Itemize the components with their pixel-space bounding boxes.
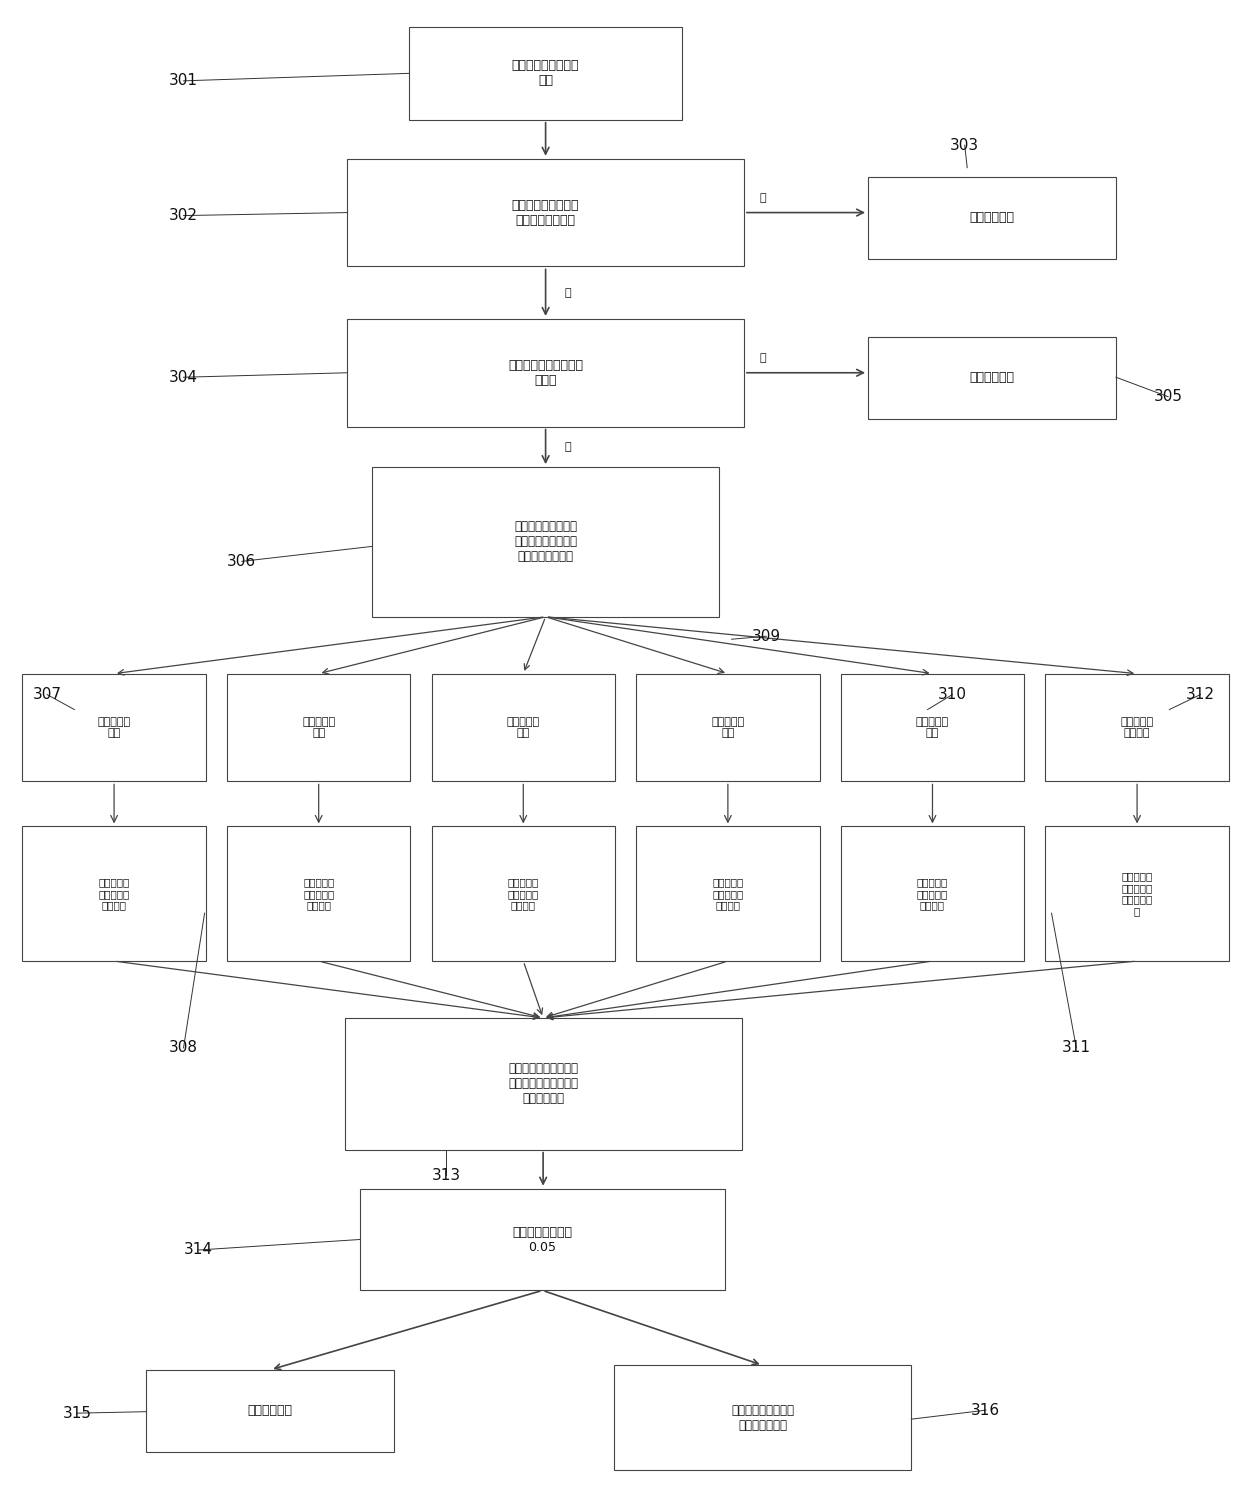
Bar (347, 319, 744, 427)
Text: 将以上参数发送到仲裁
计算模块，得到各自仲
裁值，并相加: 将以上参数发送到仲裁 计算模块，得到各自仲 裁值，并相加 (508, 1063, 578, 1105)
Bar (1045, 674, 1229, 781)
Text: 316: 316 (971, 1403, 1001, 1418)
Text: 炉区继续运行，发送
报警信息到画面: 炉区继续运行，发送 报警信息到画面 (732, 1404, 794, 1431)
Bar (1045, 826, 1229, 961)
Text: 通过权重模
型表得到炉
压权重值: 通过权重模 型表得到炉 压权重值 (507, 877, 539, 910)
Text: 302: 302 (169, 208, 198, 223)
Text: 311: 311 (1061, 1040, 1091, 1055)
Text: 否: 否 (564, 287, 572, 298)
Text: 306: 306 (227, 554, 257, 569)
Text: 304: 304 (169, 370, 198, 385)
Text: 计算煤气表
决值: 计算煤气表 决值 (303, 717, 335, 738)
Text: 301: 301 (169, 73, 198, 88)
Text: 判断煤气流量值是否为
否决项: 判断煤气流量值是否为 否决项 (508, 359, 583, 386)
Bar (227, 826, 410, 961)
Bar (841, 674, 1024, 781)
Text: 是: 是 (759, 193, 766, 202)
Bar (146, 1370, 394, 1452)
Bar (372, 467, 719, 617)
Text: 判断结果是否大于
0.05: 判断结果是否大于 0.05 (512, 1226, 573, 1253)
Text: 切断炉区运行: 切断炉区运行 (248, 1404, 293, 1418)
Text: 312: 312 (1185, 687, 1215, 702)
Text: 307: 307 (32, 687, 62, 702)
Text: 是: 是 (759, 353, 766, 362)
Bar (409, 27, 682, 120)
Text: 通过权重模
型表得到炉
温权重值: 通过权重模 型表得到炉 温权重值 (712, 877, 744, 910)
Bar (22, 826, 206, 961)
Bar (360, 1189, 725, 1290)
Text: 308: 308 (169, 1040, 198, 1055)
Bar (22, 674, 206, 781)
Bar (614, 1365, 911, 1470)
Text: 计算带温表
决值: 计算带温表 决值 (916, 717, 949, 738)
Text: 305: 305 (1153, 389, 1183, 404)
Bar (841, 826, 1024, 961)
Text: 否: 否 (564, 442, 572, 452)
Bar (432, 674, 615, 781)
Text: 计算炉压表
决值: 计算炉压表 决值 (507, 717, 539, 738)
Bar (636, 826, 820, 961)
Text: 313: 313 (432, 1168, 461, 1183)
Text: 计算烧嘴表
决值: 计算烧嘴表 决值 (98, 717, 130, 738)
Text: 315: 315 (62, 1406, 92, 1421)
Text: 判断烧嘴燃烧情况，
判断是否为否决项: 判断烧嘴燃烧情况， 判断是否为否决项 (512, 199, 579, 226)
Text: 计算炉温表
决值: 计算炉温表 决值 (712, 717, 744, 738)
Text: 切断炉区运行: 切断炉区运行 (970, 371, 1014, 385)
Text: 通过权重模
型表得到带
温权重值: 通过权重模 型表得到带 温权重值 (916, 877, 949, 910)
Bar (636, 674, 820, 781)
Text: 303: 303 (950, 138, 980, 153)
Text: 计算废气温
度表决值: 计算废气温 度表决值 (1121, 717, 1153, 738)
Bar (347, 159, 744, 266)
Text: 314: 314 (184, 1243, 213, 1257)
Bar (227, 674, 410, 781)
Text: 采集烧嘴燃烧、煤气
流量炉压、炉温、带
温、废气温度数据: 采集烧嘴燃烧、煤气 流量炉压、炉温、带 温、废气温度数据 (515, 521, 577, 563)
Text: 310: 310 (937, 687, 967, 702)
Text: 通过权重模
型表得到煤
气权重值: 通过权重模 型表得到煤 气权重值 (303, 877, 335, 910)
Bar (432, 826, 615, 961)
Text: 309: 309 (751, 629, 781, 644)
Text: 通过权重模
型表得到废
气温度权重
值: 通过权重模 型表得到废 气温度权重 值 (1121, 871, 1153, 916)
Text: 切断炉区运行: 切断炉区运行 (970, 211, 1014, 225)
Text: 通过权重模
型表得到烧
嘴权重值: 通过权重模 型表得到烧 嘴权重值 (98, 877, 130, 910)
Bar (868, 177, 1116, 259)
Text: 压力报警后触发表决
模块: 压力报警后触发表决 模块 (512, 60, 579, 87)
Bar (345, 1018, 742, 1150)
Bar (868, 337, 1116, 419)
